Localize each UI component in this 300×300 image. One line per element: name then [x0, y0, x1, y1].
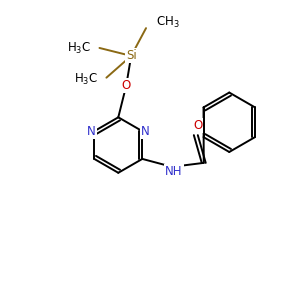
Text: O: O	[122, 79, 131, 92]
Text: H$_3$C: H$_3$C	[74, 72, 98, 87]
Text: NH: NH	[165, 165, 183, 178]
Text: N: N	[141, 125, 150, 138]
Text: CH$_3$: CH$_3$	[156, 15, 180, 30]
Text: O: O	[193, 119, 203, 132]
Text: Si: Si	[126, 50, 136, 62]
Text: H$_3$C: H$_3$C	[68, 40, 92, 56]
Text: N: N	[87, 125, 96, 138]
